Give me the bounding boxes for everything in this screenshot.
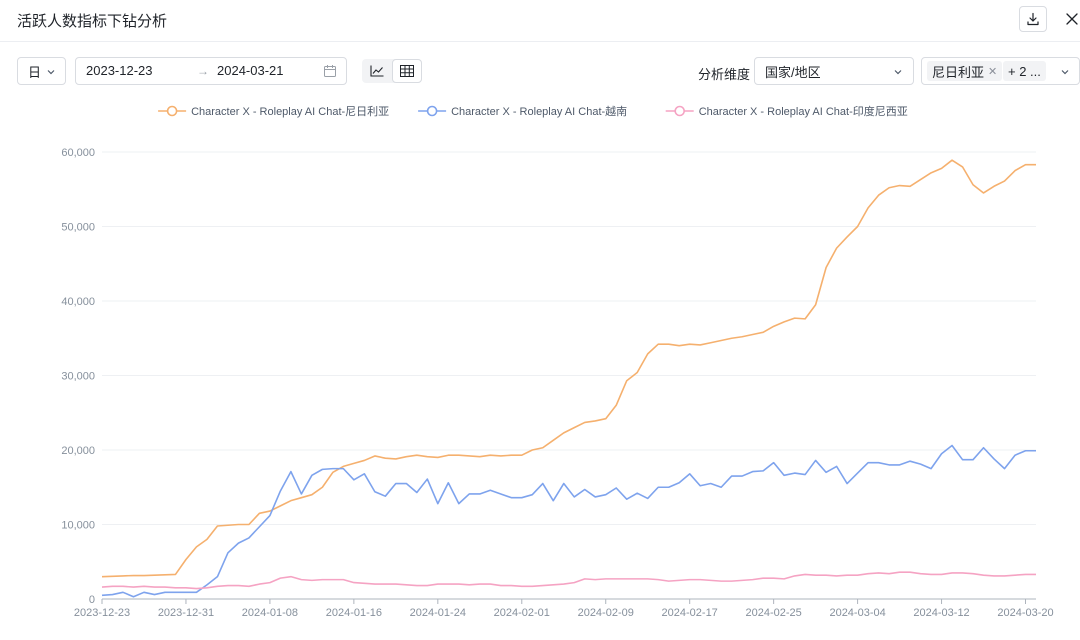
x-tick-label: 2024-03-04 — [829, 607, 885, 619]
line-chart: Character X - Roleplay AI Chat-尼日利亚 Chara… — [61, 104, 1054, 619]
x-axis: 2023-12-23 2023-12-31 2024-01-08 2024-01-16… — [74, 598, 1054, 619]
x-tick-label: 2023-12-23 — [74, 607, 130, 619]
y-tick-label: 0 — [89, 594, 95, 606]
x-tick-label: 2024-03-12 — [913, 607, 969, 619]
x-tick-label: 2024-02-25 — [745, 607, 801, 619]
legend-label: Character X - Roleplay AI Chat-印度尼西亚 — [699, 104, 908, 118]
legend-marker — [166, 105, 178, 117]
filter-tag-label: 尼日利亚 — [932, 64, 985, 80]
y-tick-label: 10,000 — [61, 520, 95, 532]
series-line-0 — [101, 159, 1036, 578]
x-tick-label: 2024-01-08 — [242, 607, 298, 619]
legend-label: Character X - Roleplay AI Chat-尼日利亚 — [191, 105, 389, 118]
dimension-label: 分析维度 — [698, 67, 751, 82]
x-tick-label: 2024-03-20 — [997, 607, 1053, 619]
download-button[interactable] — [1019, 6, 1047, 32]
line-chart-icon — [370, 65, 384, 77]
more-tags-label: + 2 ... — [1008, 63, 1041, 79]
dimension-select[interactable]: 国家/地区 — [754, 57, 914, 85]
legend-marker — [426, 105, 438, 117]
country-filter-select[interactable]: 尼日利亚 ✕ + 2 ... — [921, 57, 1080, 85]
x-tick-label: 2024-02-09 — [578, 607, 634, 619]
dialog-header: 活跃人数指标下钻分析 — [0, 0, 1080, 42]
granularity-value: 日 — [28, 64, 42, 80]
series-line-2 — [101, 571, 1036, 590]
x-tick-label: 2024-01-16 — [326, 607, 382, 619]
x-tick-label: 2024-02-01 — [494, 607, 550, 619]
table-view-button[interactable] — [392, 59, 422, 83]
download-icon — [1027, 12, 1039, 26]
date-start-input[interactable]: 2023-12-23 — [86, 63, 153, 78]
legend-item[interactable]: Character X - Roleplay AI Chat-越南 — [418, 104, 627, 118]
y-tick-label: 30,000 — [61, 371, 95, 383]
x-tick-label: 2023-12-31 — [158, 607, 214, 619]
dialog-title: 活跃人数指标下钻分析 — [17, 13, 168, 30]
close-button[interactable] — [1062, 8, 1080, 30]
y-tick-label: 50,000 — [61, 222, 95, 234]
chevron-down-icon — [47, 70, 55, 75]
x-tick-label: 2024-02-17 — [662, 607, 718, 619]
date-end-input[interactable]: 2024-03-21 — [217, 63, 284, 78]
legend-marker — [674, 105, 686, 117]
y-tick-label: 60,000 — [61, 147, 95, 159]
chevron-down-icon — [1061, 70, 1069, 75]
chart-series — [101, 159, 1036, 598]
filter-tag: 尼日利亚 ✕ — [927, 61, 1003, 81]
granularity-select[interactable]: 日 — [17, 57, 66, 85]
calendar-icon — [324, 65, 336, 77]
tag-remove-icon[interactable]: ✕ — [988, 65, 998, 78]
chart-legend: Character X - Roleplay AI Chat-尼日利亚 Chara… — [158, 104, 908, 118]
date-range-picker[interactable]: 2023-12-23 → 2024-03-21 — [75, 57, 347, 85]
legend-item[interactable]: Character X - Roleplay AI Chat-印度尼西亚 — [665, 104, 908, 118]
x-tick-label: 2024-01-24 — [410, 607, 466, 619]
y-tick-label: 20,000 — [61, 445, 95, 457]
dimension-value: 国家/地区 — [765, 64, 821, 80]
line-chart-view-button[interactable] — [362, 59, 392, 83]
date-arrow-icon: → — [197, 64, 209, 78]
more-tags-badge[interactable]: + 2 ... — [1003, 61, 1046, 81]
chart-grid — [102, 151, 1036, 525]
y-tick-label: 40,000 — [61, 296, 95, 308]
view-toggle — [362, 59, 422, 83]
chevron-down-icon — [894, 70, 902, 75]
legend-item[interactable]: Character X - Roleplay AI Chat-尼日利亚 — [158, 105, 389, 118]
series-line-1 — [101, 444, 1036, 598]
table-icon — [400, 65, 414, 77]
y-axis: 0 10,000 20,000 30,000 40,000 50,000 60,000 — [61, 147, 95, 606]
close-icon — [1066, 13, 1078, 25]
legend-label: Character X - Roleplay AI Chat-越南 — [451, 104, 627, 118]
